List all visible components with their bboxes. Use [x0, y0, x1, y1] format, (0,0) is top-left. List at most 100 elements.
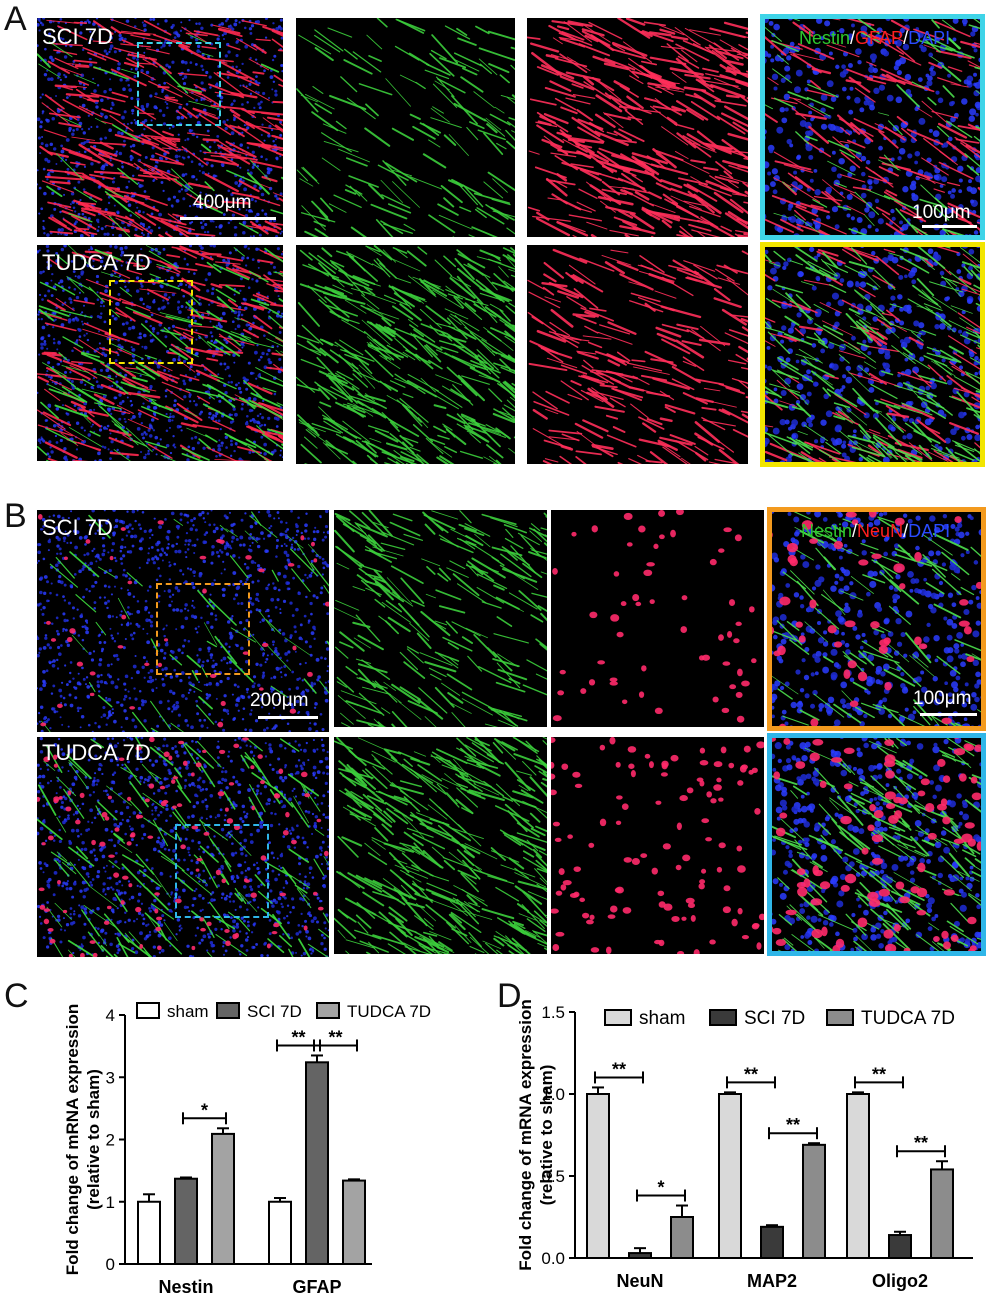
stain-dapi: DAPI	[908, 521, 951, 541]
significance-label: **	[328, 1027, 342, 1047]
bar	[930, 1168, 954, 1259]
label-b-sci: SCI 7D	[42, 515, 113, 540]
bar	[846, 1093, 870, 1259]
significance-label: **	[612, 1059, 626, 1079]
legend-swatch	[826, 1009, 854, 1026]
legend-swatch	[316, 1002, 340, 1019]
stain-legend-b: Nestin/NeuN/DAPI	[801, 521, 950, 542]
roi-box-b-tudca	[175, 824, 269, 918]
micrograph-b-sci-overview	[37, 510, 329, 732]
bar	[802, 1143, 826, 1259]
significance-label: **	[291, 1027, 305, 1047]
micrograph-a-sci-nestin	[296, 18, 515, 237]
y-tick-label: 1.5	[541, 1003, 565, 1022]
micrograph-b-tudca-neun	[551, 737, 764, 954]
legend-swatch	[216, 1002, 240, 1019]
legend-label: sham	[639, 1008, 685, 1029]
category-label: GFAP	[292, 1277, 341, 1295]
legend-label: TUDCA 7D	[861, 1008, 955, 1029]
category-label: Nestin	[158, 1277, 213, 1295]
significance-label: **	[872, 1064, 886, 1084]
bar	[137, 1200, 161, 1265]
y-tick-label: 1.0	[541, 1085, 565, 1104]
scale-bar-b-zoom	[920, 713, 977, 716]
significance-label: **	[744, 1064, 758, 1084]
scale-label-b-zoom: 100μm	[913, 688, 972, 709]
category-label: MAP2	[747, 1271, 797, 1291]
y-tick-label: 0.5	[541, 1167, 565, 1186]
micrograph-a-sci-overview	[37, 18, 283, 237]
y-axis-label: Fold change of mRNA expression (relative …	[63, 1004, 103, 1275]
scale-bar-a-zoom	[922, 225, 977, 228]
stain-legend-a: Nestin/GFAP/DAPI	[799, 28, 950, 49]
micrograph-b-tudca-merge	[767, 733, 986, 956]
bar-chart-d: 0.0 0.5 1.0 1.5 Fold change of mRNA expressi…	[495, 975, 989, 1295]
scale-label-b-overview: 200μm	[250, 690, 309, 711]
bar	[628, 1252, 652, 1259]
stain-sep: /	[903, 28, 909, 48]
significance-label: **	[786, 1115, 800, 1135]
legend-label: SCI 7D	[744, 1008, 805, 1029]
scale-label-a-overview: 400μm	[193, 192, 252, 213]
stain-nestin: Nestin	[799, 28, 851, 48]
bar	[760, 1225, 784, 1259]
scale-label-a-zoom: 100μm	[912, 202, 971, 223]
micrograph-b-sci-neun	[551, 510, 764, 727]
stain-gfap: GFAP	[855, 28, 904, 48]
legend-label: TUDCA 7D	[347, 1002, 431, 1021]
stain-sep: /	[852, 521, 858, 541]
stain-sep: /	[850, 28, 856, 48]
micrograph-b-tudca-overview	[37, 737, 329, 957]
bar	[174, 1177, 198, 1265]
micrograph-a-tudca-merge	[760, 242, 985, 467]
stain-neun: NeuN	[857, 521, 904, 541]
bar	[718, 1093, 742, 1259]
y-axis-label: Fold change of mRNA expression (relative …	[516, 999, 556, 1270]
bar-chart-c: 0 1 2 3 4 Fold change of mRNA expression (rela…	[0, 975, 490, 1295]
y-tick-label: 0	[106, 1255, 115, 1274]
y-tick-label: 0.0	[541, 1249, 565, 1268]
y-tick-label: 1	[106, 1193, 115, 1212]
legend-swatch	[709, 1009, 737, 1026]
bar	[888, 1234, 912, 1260]
panel-letter-b: B	[4, 497, 27, 535]
micrograph-b-sci-nestin	[334, 510, 547, 727]
label-a-tudca: TUDCA 7D	[42, 250, 151, 275]
roi-box-b-sci	[156, 583, 250, 675]
significance-label: *	[201, 1100, 208, 1120]
y-tick-label: 2	[106, 1131, 115, 1150]
scale-bar-a-overview	[180, 217, 276, 220]
bar	[268, 1200, 292, 1265]
stain-sep: /	[903, 521, 909, 541]
micrograph-a-tudca-gfap	[527, 245, 748, 464]
legend-label: sham	[167, 1002, 209, 1021]
legend-swatch	[604, 1009, 632, 1026]
panel-letter-c: C	[4, 977, 29, 1015]
legend-label: SCI 7D	[247, 1002, 302, 1021]
micrograph-b-tudca-nestin	[334, 737, 547, 954]
roi-box-a-sci	[137, 42, 221, 126]
significance-label: *	[657, 1178, 664, 1198]
legend-swatch	[136, 1002, 160, 1019]
micrograph-a-sci-merge	[760, 14, 985, 240]
micrograph-a-tudca-nestin	[296, 245, 515, 464]
bar	[305, 1061, 329, 1265]
y-tick-label: 4	[106, 1006, 115, 1025]
stain-nestin: Nestin	[801, 521, 853, 541]
bar	[211, 1132, 235, 1265]
significance-label: **	[914, 1133, 928, 1153]
panel-letter-a: A	[4, 0, 27, 38]
stain-dapi: DAPI	[908, 28, 951, 48]
label-b-tudca: TUDCA 7D	[42, 740, 151, 765]
y-tick-label: 3	[106, 1068, 115, 1087]
category-label: Oligo2	[872, 1271, 928, 1291]
bar	[342, 1179, 366, 1266]
panel-letter-d: D	[497, 977, 522, 1015]
bar	[586, 1093, 610, 1259]
micrograph-a-sci-gfap	[527, 18, 748, 237]
micrograph-b-sci-merge	[767, 507, 986, 731]
label-a-sci: SCI 7D	[42, 24, 113, 49]
roi-box-a-tudca	[109, 280, 193, 364]
